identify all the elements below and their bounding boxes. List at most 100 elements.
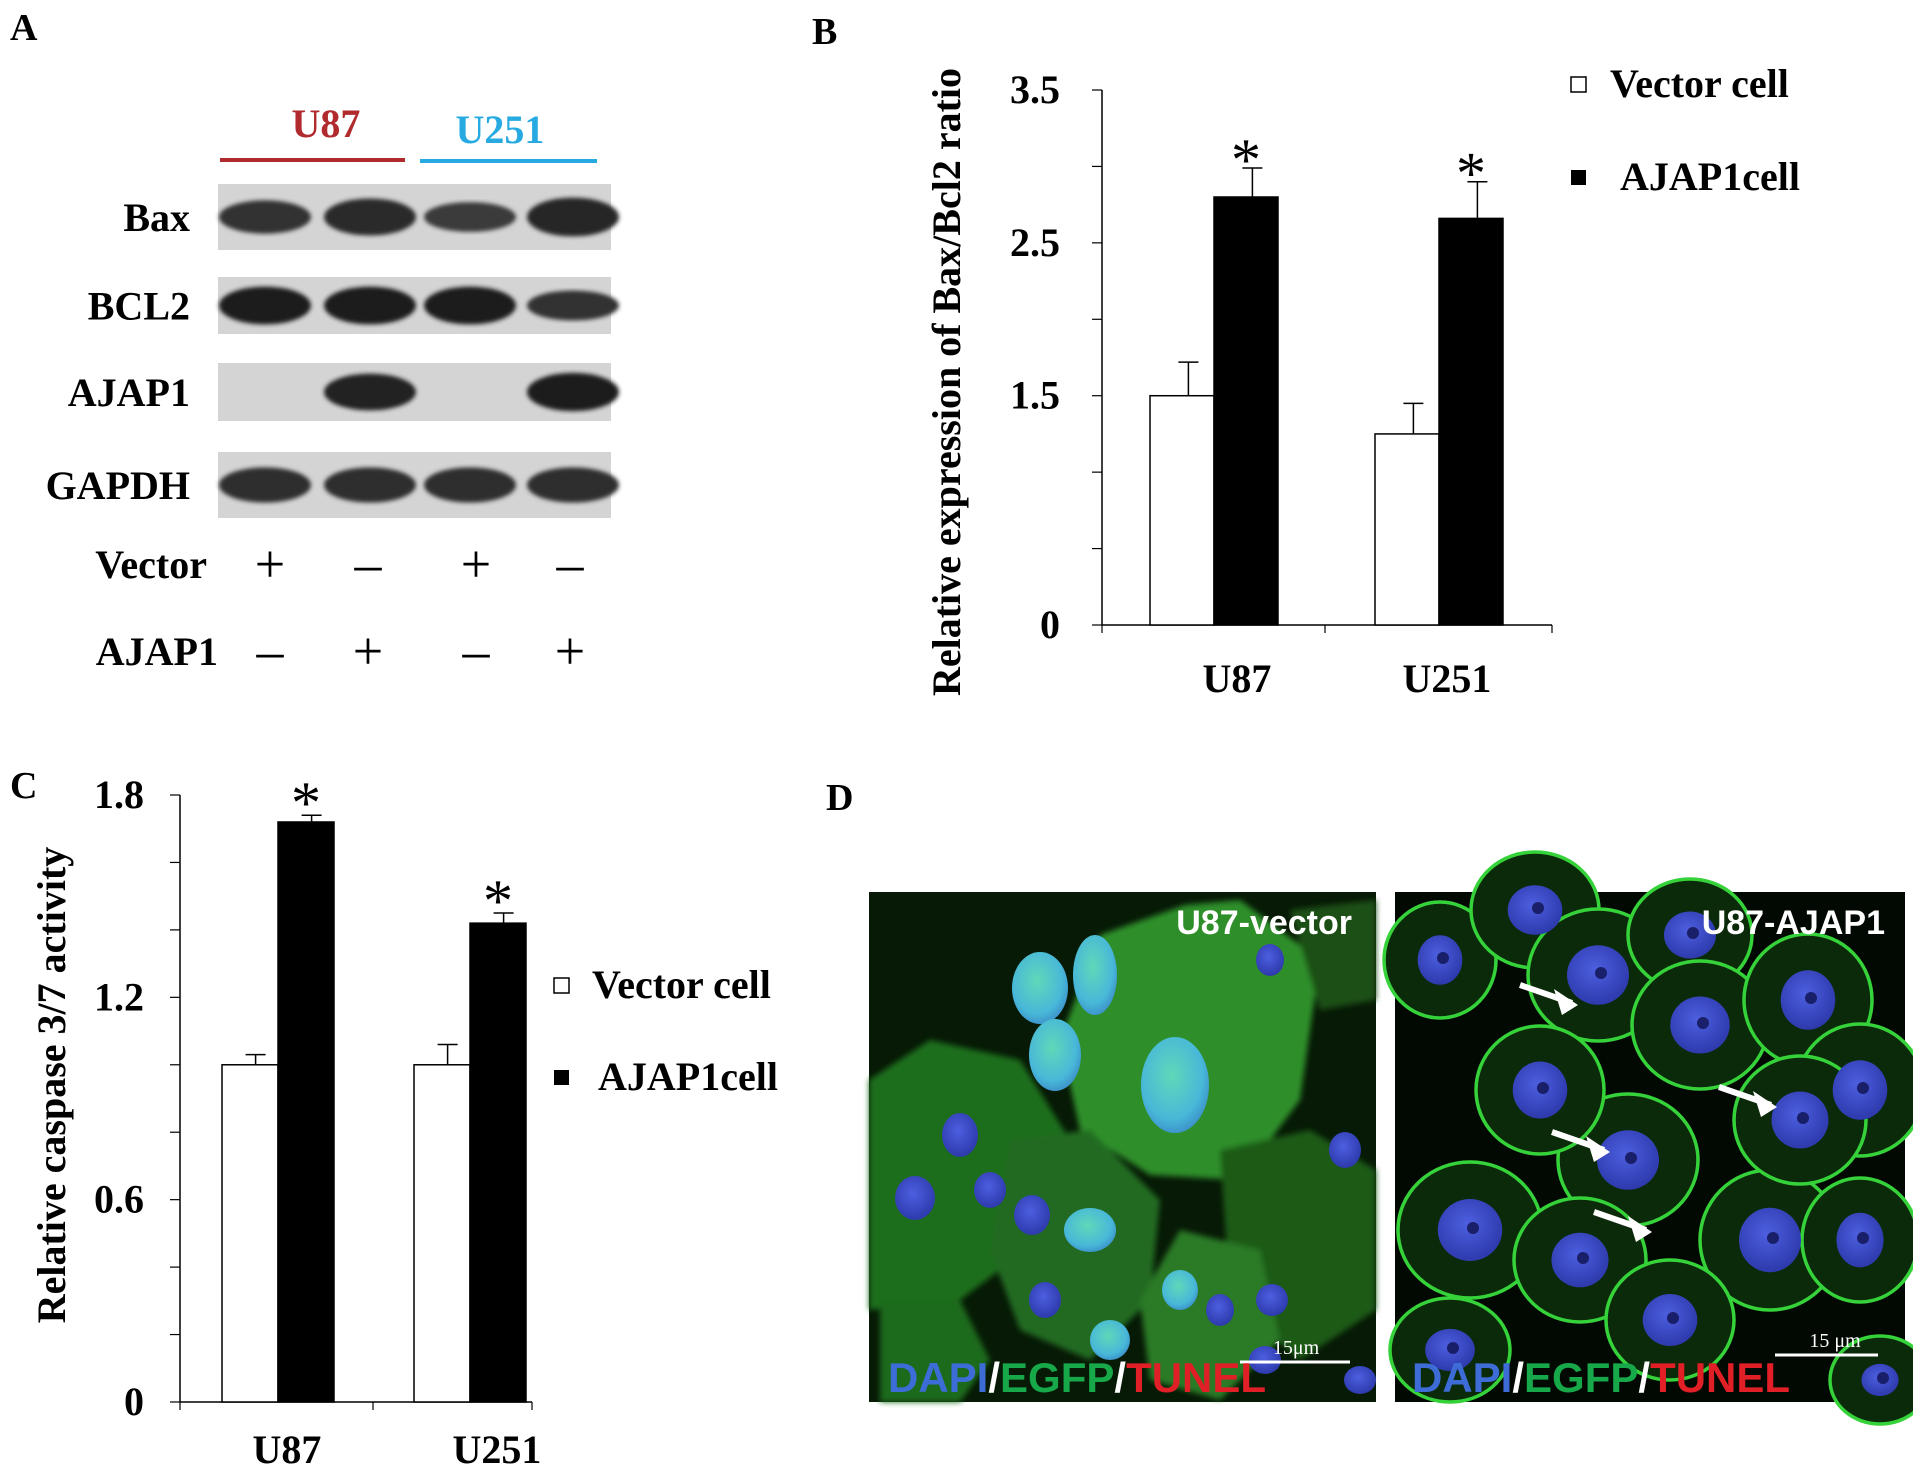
group-label-u87: U87 [292,101,361,146]
condition-row-vector: Vector + – + – [95,534,584,594]
x-category-label: U251 [1403,656,1492,701]
chart-c: 0 0.6 1.2 1.8 * U87 * U251 Relative caspase 3/7 … [29,770,541,1470]
plus-sign: + [461,534,491,594]
minus-sign: – [556,534,585,594]
nucleolus [1797,1112,1809,1124]
panel-b-bax-bcl2-chart: B 0 1.5 2.5 3.5 * U87 * U251 Relative expression… [812,11,1800,701]
legend-ajap1-swatch [554,1070,569,1085]
group-label-u251: U251 [456,107,545,152]
nucleolus [1625,1152,1637,1164]
nucleolus [1595,967,1607,979]
arrow-icon [1519,982,1578,1015]
y-tick-label: 0 [1040,602,1060,647]
chart-b: 0 1.5 2.5 3.5 * U87 * U251 Relative expression o… [924,67,1553,701]
panel-c-caspase-chart: C 0 0.6 1.2 1.8 * U87 * U251 Relative caspase 3/… [10,765,778,1470]
significance-star: * [291,770,321,836]
stain-tunel: TUNEL [1126,1354,1266,1401]
stain-sep: / [1512,1354,1524,1401]
nucleolus [1697,1017,1709,1029]
legend-vector-swatch [553,977,570,994]
blot-band [527,372,619,412]
chart-c-legend: Vector cell AJAP1cell [553,962,778,1099]
bar-ajap1-u87 [277,821,335,1403]
blot-rows: Bax BCL2 AJAP1 GAPDH [46,184,619,518]
panel-a-letter: A [10,7,38,49]
nucleolus [1805,992,1817,1004]
y-tick-label: 1.5 [1010,373,1060,418]
nucleolus [1537,1082,1549,1094]
bar-vector-u251 [413,1064,471,1403]
x-category-label: U251 [453,1427,542,1470]
blot-row-bax: Bax [123,184,619,250]
nucleolus [1437,952,1449,964]
scalebar-label-ajap1: 15 μm [1809,1330,1861,1352]
nucleolus [1577,1252,1589,1264]
x-category-label: U87 [253,1427,322,1470]
blot-band [527,290,619,321]
arrow-icon [1593,1209,1652,1242]
arrow-icon [1718,1084,1777,1117]
stain-tunel: TUNEL [1650,1354,1790,1401]
micrograph-u87-ajap1: U87-AJAP1 15 μm DAPI/EGFP/TUNEL [1382,850,1913,1426]
stain-egfp: EGFP [1524,1354,1638,1401]
significance-star: * [1456,141,1486,207]
blot-row-ajap1: AJAP1 [68,363,619,421]
y-axis-label: Relative expression of Bax/Bcl2 ratio [924,68,969,696]
minus-sign: – [354,534,383,594]
y-tick-label: 2.5 [1010,220,1060,265]
panel-b-letter: B [812,11,837,53]
blot-band [424,467,516,503]
bar-ajap1-u87 [1213,196,1279,626]
blot-band [219,467,311,503]
chart-b-legend: Vector cell AJAP1cell [1570,61,1800,199]
y-tick-label: 0 [124,1379,144,1424]
bar-vector-u87 [1149,394,1215,626]
condition-row-ajap1: AJAP1– + – + [96,621,585,681]
nucleolus [1767,1232,1779,1244]
stain-egfp: EGFP [1000,1354,1114,1401]
nucleolus [1467,1222,1479,1234]
blot-row-gapdh: GAPDH [46,452,619,518]
nucleolus [1857,1232,1869,1244]
blot-band [219,200,311,234]
ajap1-cells [1382,850,1913,1426]
y-axis-label: Relative caspase 3/7 activity [29,847,74,1324]
stain-dapi: DAPI [1412,1354,1512,1401]
bar-vector-u251 [1374,433,1440,626]
blot-label: Bax [123,195,190,240]
stain-legend-ajap1: DAPI/EGFP/TUNEL [1412,1354,1790,1401]
plus-sign: + [353,621,383,681]
blot-band [527,197,619,237]
bar-ajap1-u251 [469,922,527,1403]
plus-sign: + [555,621,585,681]
blot-label: GAPDH [46,463,190,508]
nucleolus [1667,1312,1679,1324]
blot-band [219,286,311,325]
stain-sep: / [1638,1354,1650,1401]
blot-band [527,467,619,503]
blot-band [424,202,516,232]
stain-dapi: DAPI [888,1354,988,1401]
bar-ajap1-u251 [1438,217,1504,626]
blot-label: BCL2 [88,284,190,329]
nucleolus [1857,1082,1869,1094]
x-category-label: U87 [1203,656,1272,701]
significance-star: * [1231,127,1261,193]
blot-band [324,286,416,325]
minus-sign: – [256,621,285,681]
panel-d-letter: D [826,777,853,819]
condition-label: AJAP1 [96,629,218,674]
blot-row-bcl2: BCL2 [88,277,619,334]
plus-sign: + [255,534,285,594]
panel-c-letter: C [10,765,37,807]
nuclei-vector [895,935,1376,1394]
legend-vector-swatch [1570,76,1587,93]
stain-sep: / [1114,1354,1126,1401]
panel-d-micrographs: D [826,777,1913,1426]
micrograph-title-ajap1: U87-AJAP1 [1702,904,1885,942]
apoptosis-arrows [1519,982,1777,1242]
nucleolus [1532,902,1544,914]
micrograph-u87-vector: U87-vector 15μm DAPI/EGFP/TUNEL [869,892,1376,1402]
y-tick-label: 3.5 [1010,67,1060,112]
